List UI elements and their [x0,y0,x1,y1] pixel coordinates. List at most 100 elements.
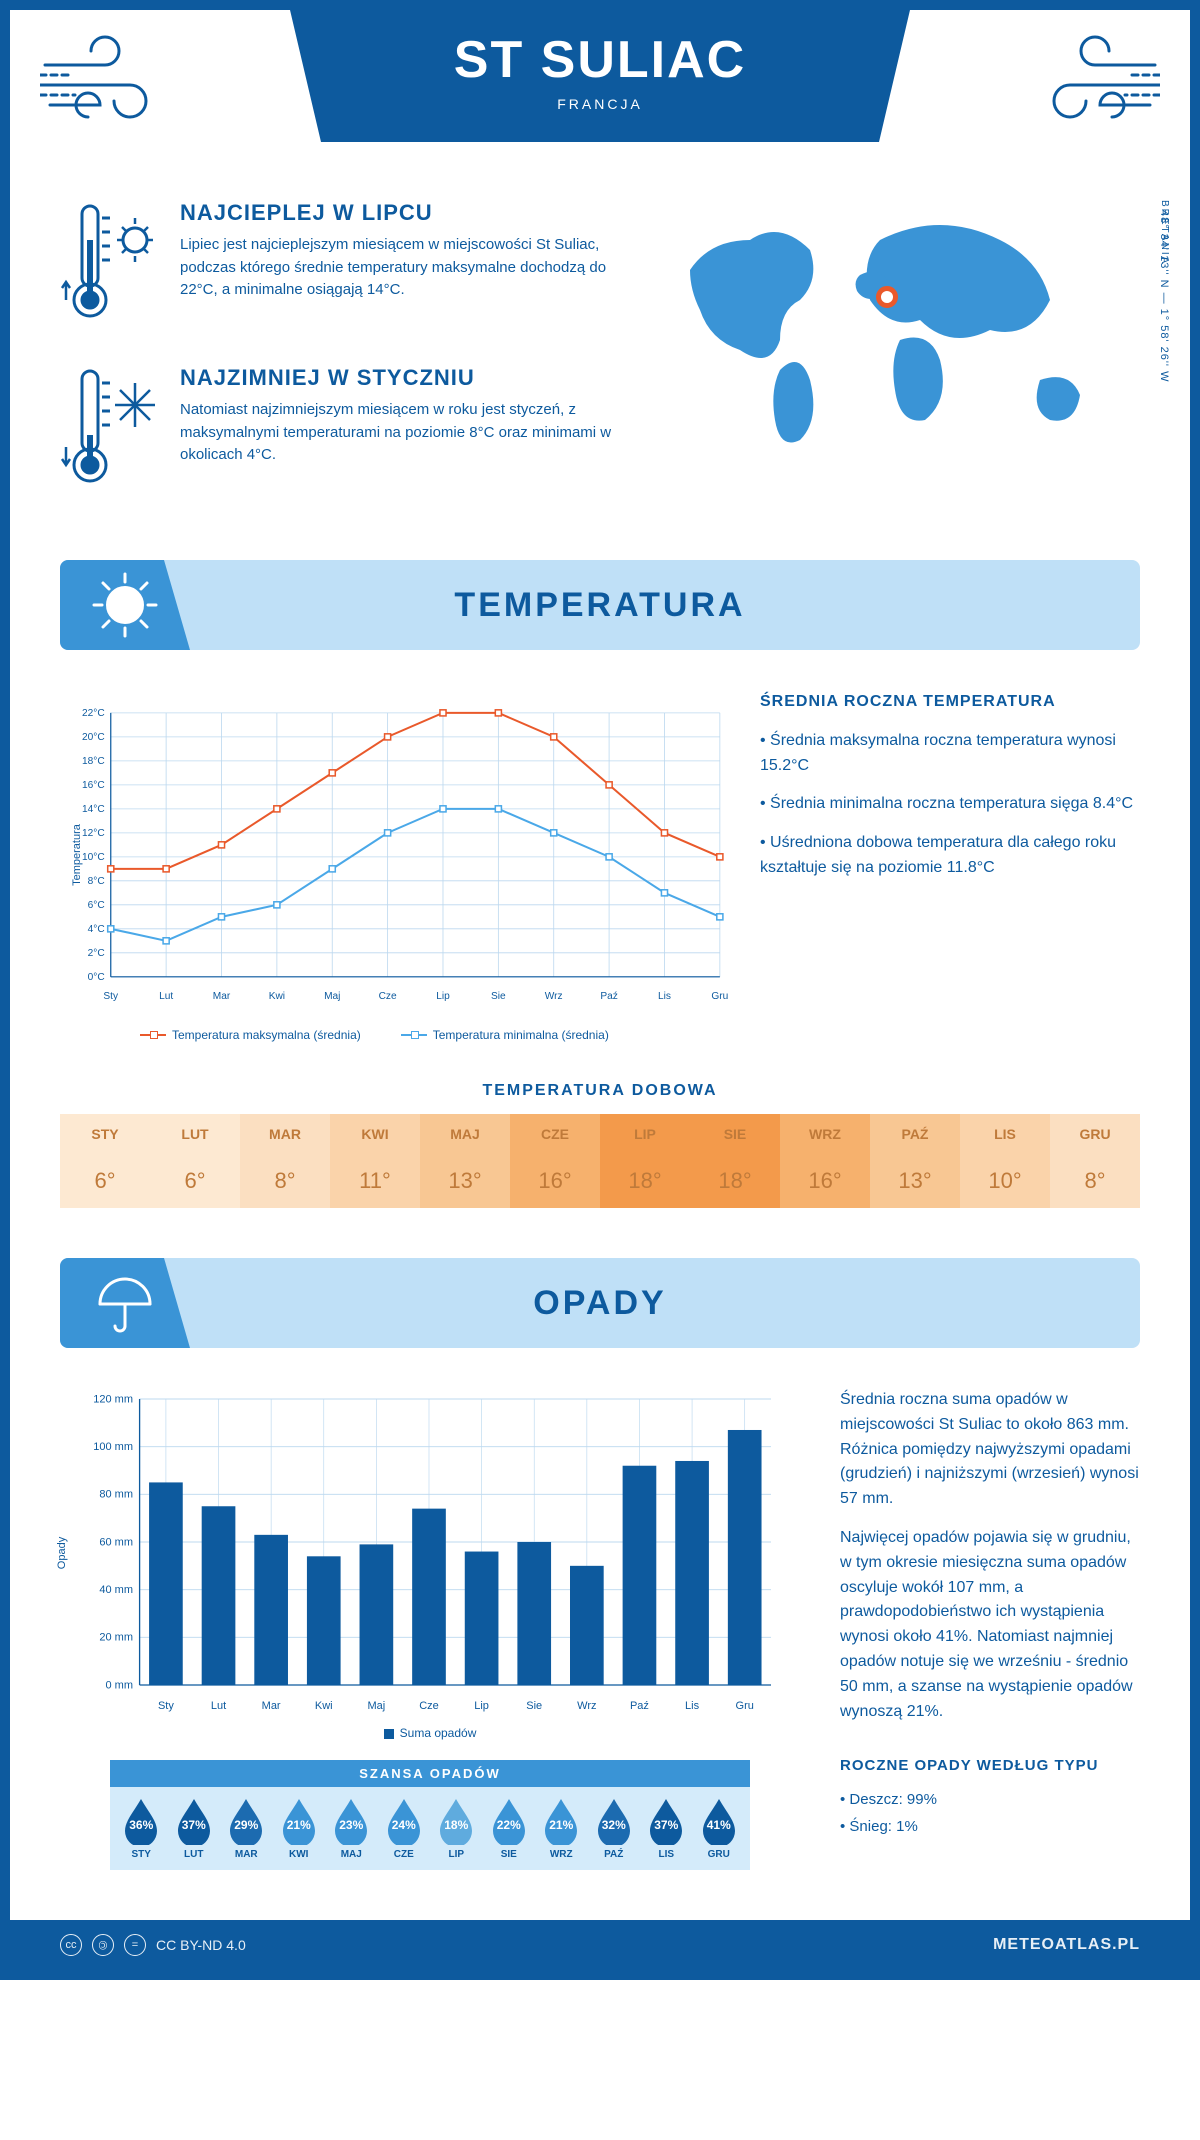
svg-text:Maj: Maj [324,991,340,1002]
svg-text:Lip: Lip [474,1700,489,1712]
temperature-title: TEMPERATURA [454,586,745,625]
svg-text:Paź: Paź [600,991,617,1002]
svg-text:Mar: Mar [213,991,231,1002]
svg-text:18°C: 18°C [82,756,105,767]
svg-text:Sty: Sty [103,991,119,1002]
map-panel: BRETANIA 48° 34' 13'' N — 1° 58' 26'' W [660,200,1140,530]
thermometer-hot-icon [60,200,160,335]
rain-chance-month: SIE [484,1849,535,1860]
svg-text:Wrz: Wrz [545,991,563,1002]
temp-info-bullet: • Uśredniona dobowa temperatura dla całe… [760,831,1140,881]
rain-chance-month: MAJ [326,1849,377,1860]
rain-chance-month: STY [116,1849,167,1860]
temperature-header-bar: TEMPERATURA [60,560,1140,650]
daily-value: 18° [600,1154,690,1208]
coordinates: 48° 34' 13'' N — 1° 58' 26'' W [1158,210,1170,450]
daily-temp-cell: SIE18° [690,1114,780,1208]
svg-text:Paź: Paź [630,1700,649,1712]
location-pin-icon [876,286,898,308]
daily-month: GRU [1050,1114,1140,1154]
daily-month: SIE [690,1114,780,1154]
temperature-legend: Temperatura maksymalna (średnia)Temperat… [60,1020,730,1042]
precip-info: Średnia roczna suma opadów w miejscowośc… [840,1388,1140,1870]
rain-chance-cell: 29%MAR [221,1797,272,1860]
daily-temp-table: STY6°LUT6°MAR8°KWI11°MAJ13°CZE16°LIP18°S… [60,1114,1140,1208]
svg-text:Maj: Maj [368,1700,386,1712]
daily-temp-cell: GRU8° [1050,1114,1140,1208]
svg-text:Sie: Sie [526,1700,542,1712]
rain-type-rain: • Deszcz: 99% [840,1788,1140,1811]
rain-types-heading: ROCZNE OPADY WEDŁUG TYPU [840,1754,1140,1777]
daily-month: STY [60,1114,150,1154]
warmest-title: NAJCIEPLEJ W LIPCU [180,200,630,226]
daily-value: 16° [510,1154,600,1208]
rain-chance-month: LIP [431,1849,482,1860]
svg-text:4°C: 4°C [88,924,105,935]
rain-chance-pct: 23% [331,1797,371,1845]
rain-chance-cell: 37%LUT [169,1797,220,1860]
wind-icon [40,30,190,140]
svg-text:2°C: 2°C [88,948,105,959]
svg-text:0 mm: 0 mm [106,1679,134,1691]
daily-month: LIP [600,1114,690,1154]
daily-temp-cell: MAJ13° [420,1114,510,1208]
rain-chance-pct: 21% [541,1797,581,1845]
thermometer-cold-icon [60,365,160,500]
intro-section: NAJCIEPLEJ W LIPCU Lipiec jest najcieple… [10,190,1190,560]
temperature-info: ŚREDNIA ROCZNA TEMPERATURA • Średnia mak… [760,690,1140,1042]
daily-temp-cell: KWI11° [330,1114,420,1208]
svg-text:100 mm: 100 mm [93,1441,133,1453]
svg-text:20°C: 20°C [82,732,105,743]
rain-chance-pct: 24% [384,1797,424,1845]
daily-value: 16° [780,1154,870,1208]
coldest-block: NAJZIMNIEJ W STYCZNIU Natomiast najzimni… [60,365,630,500]
cc-icon: cc [60,1934,82,1956]
daily-value: 6° [150,1154,240,1208]
title-banner: ST SULIAC FRANCJA [290,10,910,142]
svg-text:Gru: Gru [736,1700,754,1712]
country-name: FRANCJA [330,96,870,112]
daily-month: PAŹ [870,1114,960,1154]
daily-temp-cell: CZE16° [510,1114,600,1208]
rain-chance-pct: 36% [121,1797,161,1845]
daily-month: MAJ [420,1114,510,1154]
temp-info-heading: ŚREDNIA ROCZNA TEMPERATURA [760,690,1140,715]
daily-temp-cell: LIS10° [960,1114,1050,1208]
rain-chance-cell: 41%GRU [694,1797,745,1860]
svg-text:Sty: Sty [158,1700,174,1712]
chart-y-label: Opady [56,1537,68,1569]
rain-chance-cell: 21% WRZ [536,1797,587,1860]
svg-text:Lip: Lip [436,991,450,1002]
svg-text:Lut: Lut [211,1700,226,1712]
rain-type-snow: • Śnieg: 1% [840,1815,1140,1838]
daily-month: WRZ [780,1114,870,1154]
site-name: METEOATLAS.PL [993,1936,1140,1954]
daily-month: KWI [330,1114,420,1154]
svg-text:Lut: Lut [159,991,173,1002]
daily-month: LIS [960,1114,1050,1154]
rain-chance-month: WRZ [536,1849,587,1860]
precip-title: OPADY [533,1284,666,1323]
rain-chance-title: SZANSA OPADÓW [110,1760,750,1787]
temp-info-bullet: • Średnia minimalna roczna temperatura s… [760,792,1140,817]
rain-chance-pct: 21% [279,1797,319,1845]
rain-chance-cell: 18% LIP [431,1797,482,1860]
svg-text:Kwi: Kwi [269,991,285,1002]
rain-chance-pct: 37% [174,1797,214,1845]
daily-month: LUT [150,1114,240,1154]
nd-icon: = [124,1934,146,1956]
rain-chance-cell: 37%LIS [641,1797,692,1860]
precip-header-bar: OPADY [60,1258,1140,1348]
temp-info-bullet: • Średnia maksymalna roczna temperatura … [760,729,1140,779]
rain-chance-pct: 18% [436,1797,476,1845]
precip-text-2: Najwięcej opadów pojawia się w grudniu, … [840,1526,1140,1724]
coldest-text: Natomiast najzimniejszym miesiącem w rok… [180,399,630,467]
rain-chance-pct: 22% [489,1797,529,1845]
rain-chance-cell: 24%CZE [379,1797,430,1860]
city-name: ST SULIAC [330,30,870,90]
daily-temp-cell: STY6° [60,1114,150,1208]
rain-chance-cell: 21%KWI [274,1797,325,1860]
precip-bar-chart: Opady 0 mm20 mm40 mm60 mm80 mm100 mm120 … [60,1388,800,1718]
page: ST SULIAC FRANCJA [0,0,1200,1980]
svg-text:80 mm: 80 mm [99,1489,133,1501]
